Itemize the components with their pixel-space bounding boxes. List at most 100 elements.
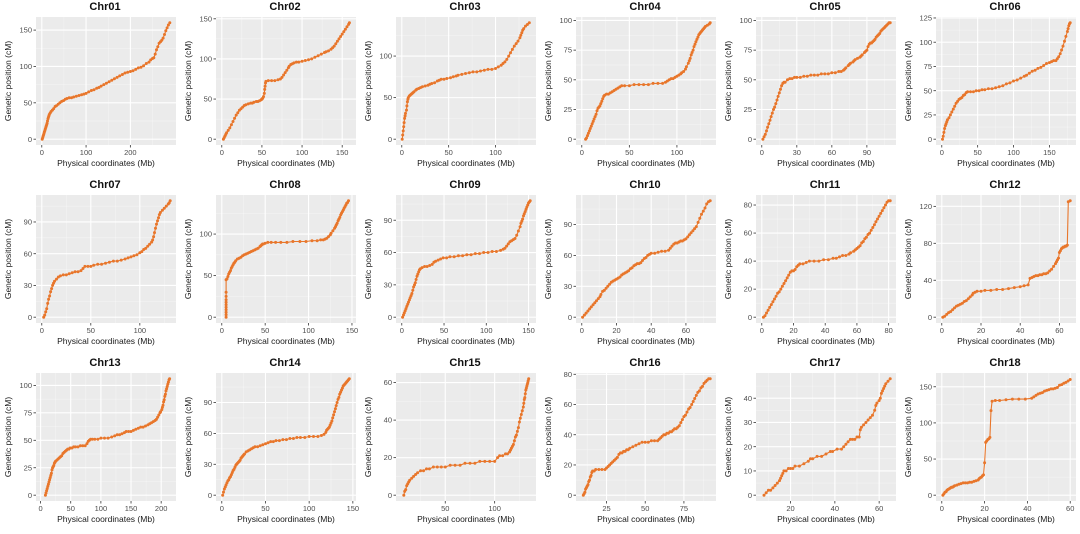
grid xyxy=(576,195,716,323)
chart-panel-chr03: Chr03 0 50 100 0 50 100 Physical coordinates (M… xyxy=(360,0,540,178)
grid xyxy=(396,17,536,145)
y-axis-label: Genetic position (cM) xyxy=(3,219,13,299)
grid xyxy=(936,17,1076,145)
y-tick-label: 75 xyxy=(924,62,932,71)
panel-title: Chr04 xyxy=(629,1,661,13)
x-tick-label: 100 xyxy=(134,326,147,335)
y-tick-label: 80 xyxy=(564,370,572,379)
y-tick-label: 100 xyxy=(19,62,32,71)
y-tick-label: 0 xyxy=(928,135,932,144)
x-tick-label: 150 xyxy=(346,326,359,335)
panel-plot: 50 100 0 20 40 60 Physical coordinates (Mb) Gen… xyxy=(363,373,536,524)
x-axis-label: Physical coordinates (Mb) xyxy=(237,158,335,168)
chart-panel-chr15: Chr15 50 100 0 20 40 60 Physical coordinates (M… xyxy=(360,356,540,534)
chart-panel-chr04: Chr04 0 50 100 0 25 50 75 100 Physical coordinate… xyxy=(540,0,720,178)
y-tick-label: 30 xyxy=(204,460,212,469)
y-tick-label: 60 xyxy=(204,429,212,438)
y-axis-label: Genetic position (cM) xyxy=(543,219,553,299)
y-tick-label: 75 xyxy=(564,46,572,55)
y-tick-label: 25 xyxy=(924,111,932,120)
panel-plot: 0 20 40 60 80 0 20 40 60 80 Physical coordinates (… xyxy=(723,195,896,346)
x-tick-label: 60 xyxy=(853,326,861,335)
x-tick-label: 0 xyxy=(580,326,584,335)
y-tick-label: 30 xyxy=(744,418,752,427)
marey-points xyxy=(401,199,532,319)
y-tick-label: 0 xyxy=(748,491,752,500)
y-tick-label: 100 xyxy=(199,55,212,64)
y-tick-label: 0 xyxy=(568,135,572,144)
y-tick-label: 90 xyxy=(204,398,212,407)
x-tick-label: 0 xyxy=(220,326,224,335)
y-axis-label: Genetic position (cM) xyxy=(363,397,373,477)
y-tick-label: 120 xyxy=(919,202,932,211)
panel-title: Chr12 xyxy=(989,179,1021,191)
y-tick-label: 40 xyxy=(564,430,572,439)
y-tick-label: 10 xyxy=(744,467,752,476)
y-tick-label: 60 xyxy=(564,251,572,260)
x-tick-label: 0 xyxy=(940,504,944,513)
y-tick-label: 150 xyxy=(19,26,32,35)
marey-points xyxy=(761,199,892,319)
plot-area xyxy=(396,373,536,501)
chart-panel-chr16: Chr16 25 50 75 0 20 40 60 80 Physical coordinates… xyxy=(540,356,720,534)
y-axis-label: Genetic position (cM) xyxy=(903,397,913,477)
y-tick-label: 20 xyxy=(744,442,752,451)
x-tick-label: 40 xyxy=(647,326,655,335)
x-tick-label: 100 xyxy=(480,326,493,335)
marey-points xyxy=(221,377,351,497)
chart-panel-chr05: Chr05 0 30 60 90 0 25 50 75 100 Physical coordinat… xyxy=(720,0,900,178)
chart-panel-chr13: Chr13 0 50 100 150 200 0 25 50 75 100 Physical coor… xyxy=(0,356,180,534)
y-axis-label: Genetic position (cM) xyxy=(3,397,13,477)
y-tick-label: 90 xyxy=(564,220,572,229)
x-tick-label: 100 xyxy=(1007,148,1020,157)
y-tick-label: 60 xyxy=(744,229,752,238)
y-tick-label: 0 xyxy=(28,313,32,322)
x-tick-label: 25 xyxy=(602,504,610,513)
panel-title: Chr14 xyxy=(269,357,301,369)
x-tick-label: 50 xyxy=(641,504,649,513)
y-axis-label: Genetic position (cM) xyxy=(183,41,193,121)
plot-area xyxy=(936,17,1076,145)
x-tick-label: 100 xyxy=(302,326,315,335)
y-tick-label: 50 xyxy=(924,455,932,464)
y-tick-label: 100 xyxy=(919,38,932,47)
x-tick-label: 50 xyxy=(444,148,452,157)
y-axis-label: Genetic position (cM) xyxy=(543,397,553,477)
y-tick-label: 90 xyxy=(384,216,392,225)
panel-plot: 0 20 40 60 0 40 80 120 Physical coordinates (Mb)… xyxy=(903,195,1076,346)
x-axis-label: Physical coordinates (Mb) xyxy=(777,336,875,346)
panel-title: Chr10 xyxy=(629,179,661,191)
y-tick-label: 50 xyxy=(924,86,932,95)
grid xyxy=(756,17,896,145)
grid xyxy=(756,373,896,501)
y-tick-label: 80 xyxy=(744,201,752,210)
x-tick-label: 150 xyxy=(1043,148,1056,157)
plot-area xyxy=(216,373,356,501)
chart-panel-chr18: Chr18 0 20 40 60 0 50 100 150 Physical coordinate… xyxy=(900,356,1080,534)
marey-points xyxy=(43,377,172,497)
x-tick-label: 0 xyxy=(220,148,224,157)
x-tick-label: 100 xyxy=(489,148,502,157)
y-tick-label: 0 xyxy=(928,313,932,322)
x-tick-label: 0 xyxy=(940,326,944,335)
panel-title: Chr13 xyxy=(89,357,121,369)
chart-panel-chr06: Chr06 0 50 100 150 0 25 50 75 100 125 Physical coor… xyxy=(900,0,1080,178)
x-axis-label: Physical coordinates (Mb) xyxy=(957,336,1055,346)
panel-title: Chr05 xyxy=(809,1,841,13)
x-tick-label: 50 xyxy=(973,148,981,157)
x-tick-label: 50 xyxy=(441,504,449,513)
grid xyxy=(216,195,356,323)
x-tick-label: 60 xyxy=(1055,326,1063,335)
x-tick-label: 0 xyxy=(400,326,404,335)
x-tick-label: 80 xyxy=(884,326,892,335)
x-tick-label: 150 xyxy=(347,504,360,513)
plot-area xyxy=(936,195,1076,323)
y-tick-label: 50 xyxy=(204,271,212,280)
panel-title: Chr17 xyxy=(809,357,841,369)
y-tick-label: 50 xyxy=(564,75,572,84)
x-tick-label: 100 xyxy=(488,504,501,513)
